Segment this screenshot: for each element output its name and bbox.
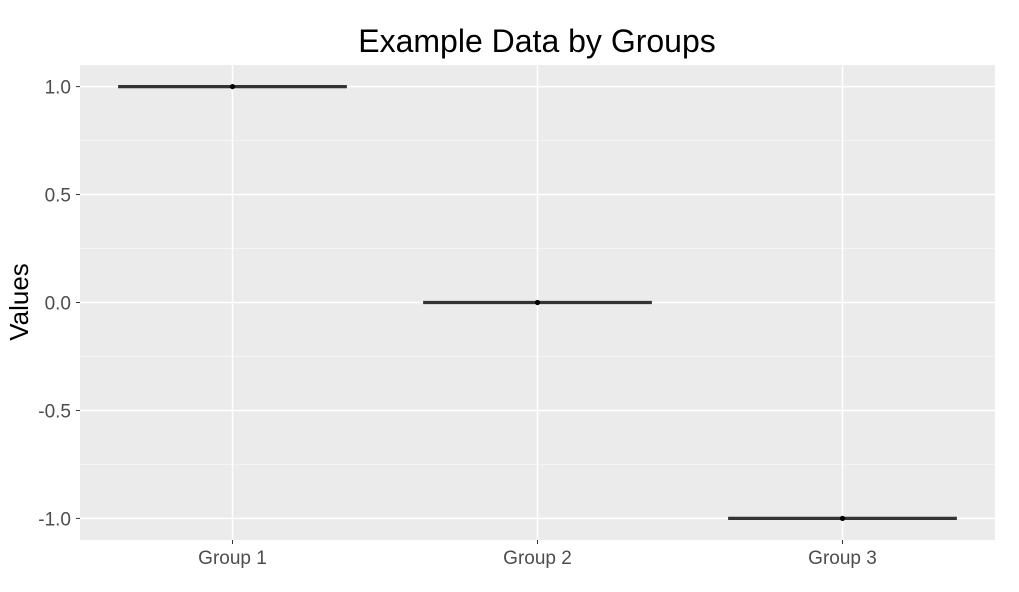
y-axis-ticks: 1.0 0.5 0.0 -0.5 -1.0 [38,78,80,530]
x-tick-label: Group 2 [503,548,572,569]
y-tick-label: 1.0 [45,78,71,99]
x-axis-ticks: Group 1 Group 2 Group 3 [198,540,877,569]
y-tick-label: 0.0 [45,294,71,315]
x-tick-label: Group 3 [808,548,877,569]
point-1 [229,83,236,90]
point-2 [534,299,541,306]
chart-title: Example Data by Groups [358,23,716,59]
y-tick-label: -1.0 [38,509,71,530]
point-3 [839,515,846,522]
x-tick-label: Group 1 [198,548,267,569]
y-tick-label: 0.5 [45,186,71,207]
data-marks [118,83,957,522]
y-axis-title: Values [4,263,34,341]
y-tick-label: -0.5 [38,401,71,422]
